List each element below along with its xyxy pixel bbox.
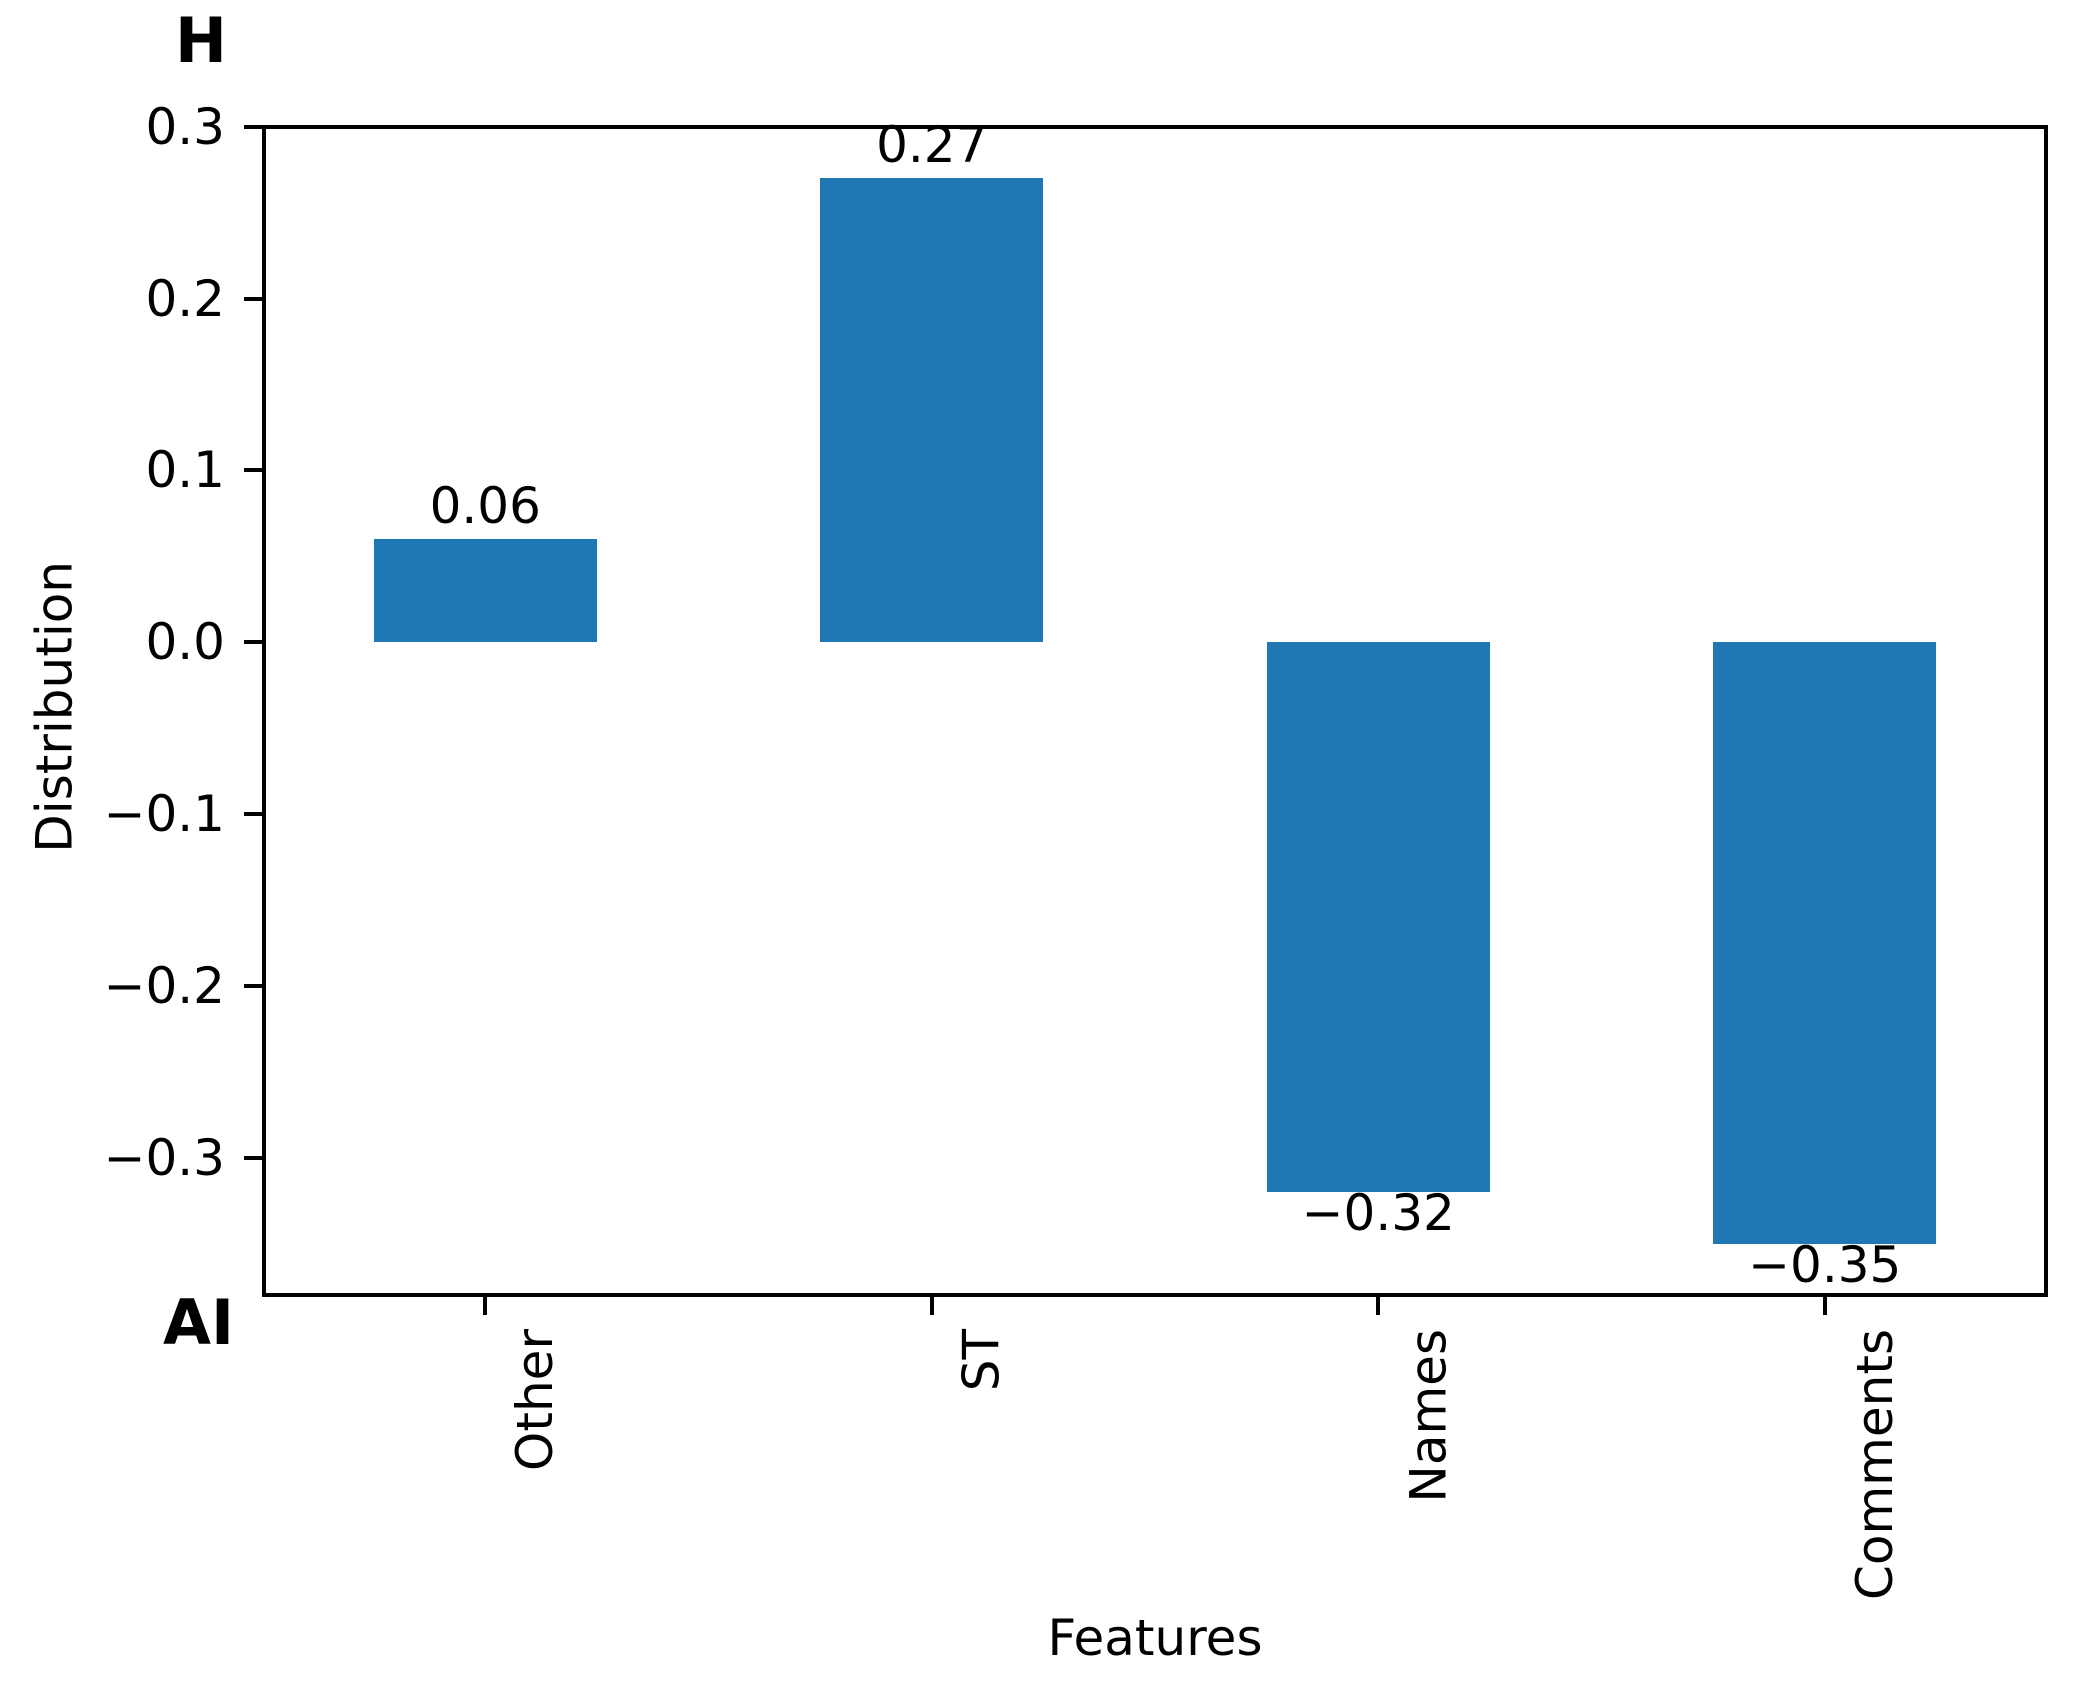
x-tick xyxy=(1822,1297,1827,1315)
annotation-bottom-left: AI xyxy=(163,1286,235,1359)
x-tick-label-comments: Comments xyxy=(1845,1329,1904,1601)
x-tick-label-st: ST xyxy=(952,1329,1011,1392)
x-tick-label-names: Names xyxy=(1399,1329,1458,1503)
bar-st xyxy=(820,178,1044,643)
bar-value-label-comments: −0.35 xyxy=(1748,1235,1902,1294)
y-tick-label: 0.0 xyxy=(145,613,225,672)
bar-value-label-other: 0.06 xyxy=(429,477,541,536)
y-tick xyxy=(244,640,262,645)
y-tick xyxy=(244,124,262,129)
x-tick-label-other: Other xyxy=(506,1329,565,1471)
bar-value-label-st: 0.27 xyxy=(876,116,988,175)
x-tick xyxy=(1376,1297,1381,1315)
bar-comments xyxy=(1713,642,1937,1244)
x-tick xyxy=(483,1297,488,1315)
y-tick-label: 0.2 xyxy=(145,269,225,328)
x-tick xyxy=(929,1297,934,1315)
bar-value-label-names: −0.32 xyxy=(1301,1184,1455,1243)
bar-names xyxy=(1266,642,1490,1193)
y-tick-label: 0.1 xyxy=(145,441,225,500)
y-tick xyxy=(244,1155,262,1160)
x-axis-label: Features xyxy=(1047,1609,1263,1667)
y-tick xyxy=(244,983,262,988)
y-tick-label: 0.3 xyxy=(145,97,225,156)
y-tick-label: −0.3 xyxy=(103,1128,225,1187)
y-tick-label: −0.2 xyxy=(103,956,225,1015)
y-tick xyxy=(244,296,262,301)
y-tick xyxy=(244,812,262,817)
y-axis-label: Distribution xyxy=(26,561,84,853)
y-tick-label: −0.1 xyxy=(103,785,225,844)
annotation-top-left: H xyxy=(175,4,227,77)
bar-other xyxy=(373,539,597,643)
y-tick xyxy=(244,468,262,473)
